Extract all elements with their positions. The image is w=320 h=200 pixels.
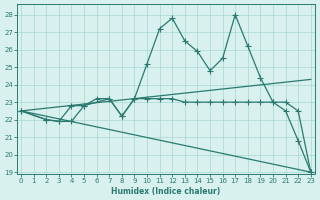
X-axis label: Humidex (Indice chaleur): Humidex (Indice chaleur): [111, 187, 220, 196]
